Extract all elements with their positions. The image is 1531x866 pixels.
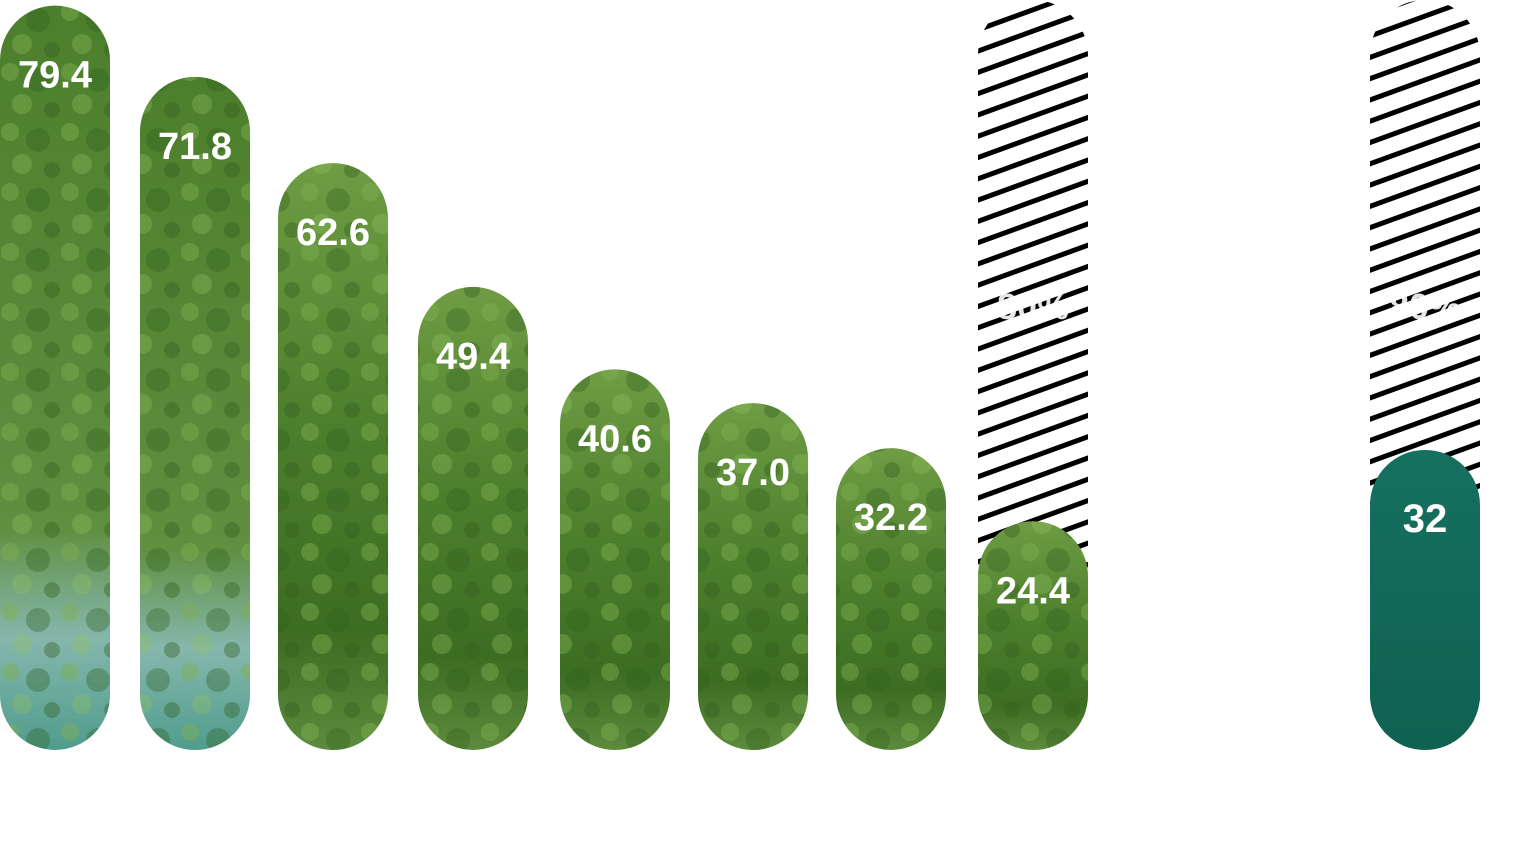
data-label-4: 40.6	[578, 418, 652, 460]
bar-3	[418, 286, 528, 750]
bar-0	[0, 5, 110, 750]
bar-10	[1370, 450, 1480, 750]
bar-texture-7	[978, 521, 1088, 750]
bar-texture-5	[698, 403, 808, 750]
bar-texture-0	[0, 5, 110, 750]
bar-texture-1	[140, 76, 250, 750]
bar-4	[560, 369, 670, 750]
bar-fill-10	[1370, 450, 1480, 750]
bar-texture-6	[836, 448, 946, 750]
data-label-10: 32	[1403, 497, 1448, 541]
data-label-7: 24.4	[996, 570, 1070, 612]
bar-texture-4	[560, 369, 670, 750]
bar-2	[278, 163, 388, 750]
bar-texture-2	[278, 163, 388, 750]
data-label-3: 49.4	[436, 336, 510, 378]
bar-1	[140, 76, 250, 750]
bar-texture-3	[418, 286, 528, 750]
target-label-7: 80%	[997, 286, 1069, 327]
data-label-6: 32.2	[854, 497, 928, 539]
bar-7	[978, 521, 1088, 750]
data-label-1: 71.8	[158, 126, 232, 168]
data-label-0: 79.4	[18, 55, 92, 97]
bar-5	[698, 403, 808, 750]
target-label-10: 80%	[1389, 286, 1461, 327]
data-label-5: 37.0	[716, 452, 790, 494]
data-label-2: 62.6	[296, 212, 370, 254]
bar-6	[836, 448, 946, 750]
